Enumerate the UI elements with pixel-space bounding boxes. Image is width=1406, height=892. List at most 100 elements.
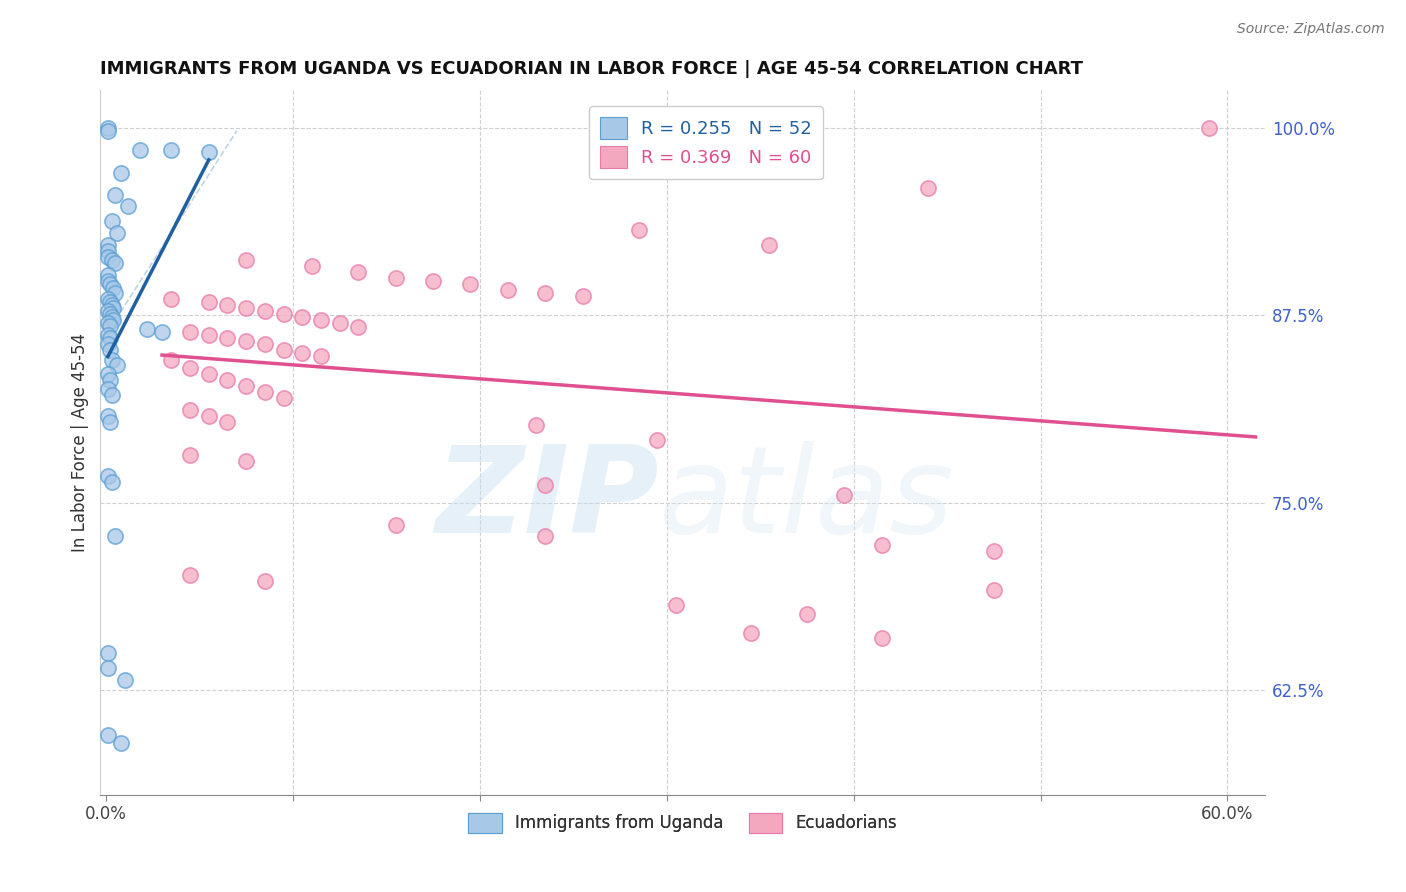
Point: [384, 518, 406, 533]
Point: [179, 360, 201, 375]
Point: [97, 327, 120, 342]
Point: [100, 213, 122, 227]
Point: [97, 382, 120, 396]
Point: [97, 292, 120, 306]
Point: [309, 349, 332, 363]
Point: [97, 316, 120, 330]
Point: [97, 409, 120, 423]
Point: [97, 660, 120, 674]
Point: [98, 343, 121, 357]
Point: [235, 252, 257, 267]
Legend: Immigrants from Uganda, Ecuadorians: Immigrants from Uganda, Ecuadorians: [461, 806, 904, 839]
Point: [329, 316, 352, 330]
Point: [637, 120, 659, 135]
Point: [524, 417, 547, 432]
Point: [291, 310, 314, 324]
Point: [917, 180, 939, 194]
Point: [104, 256, 127, 270]
Point: [870, 631, 893, 645]
Point: [832, 488, 855, 502]
Point: [235, 453, 257, 467]
Point: [235, 334, 257, 348]
Point: [97, 367, 120, 381]
Point: [100, 475, 122, 489]
Point: [197, 145, 219, 159]
Point: [217, 331, 239, 345]
Point: [347, 265, 370, 279]
Point: [98, 373, 121, 387]
Y-axis label: In Labor Force | Age 45-54: In Labor Force | Age 45-54: [72, 334, 89, 552]
Point: [160, 143, 183, 157]
Point: [1198, 120, 1220, 135]
Point: [100, 252, 122, 267]
Point: [114, 673, 136, 687]
Point: [105, 226, 128, 240]
Point: [301, 259, 323, 273]
Point: [870, 538, 893, 552]
Point: [197, 294, 219, 309]
Point: [637, 162, 659, 177]
Point: [347, 320, 370, 334]
Point: [665, 598, 688, 612]
Point: [983, 582, 1005, 597]
Point: [100, 298, 122, 312]
Point: [197, 367, 219, 381]
Point: [98, 294, 121, 309]
Point: [104, 528, 127, 542]
Text: IMMIGRANTS FROM UGANDA VS ECUADORIAN IN LABOR FORCE | AGE 45-54 CORRELATION CHAR: IMMIGRANTS FROM UGANDA VS ECUADORIAN IN …: [100, 60, 1084, 78]
Point: [179, 448, 201, 462]
Point: [150, 325, 173, 339]
Point: [235, 301, 257, 315]
Point: [740, 626, 762, 640]
Point: [647, 433, 669, 447]
Point: [97, 336, 120, 351]
Point: [97, 244, 120, 258]
Point: [983, 543, 1005, 558]
Point: [253, 574, 276, 588]
Point: [534, 528, 557, 542]
Point: [98, 331, 121, 345]
Point: [796, 607, 818, 621]
Text: ZIP: ZIP: [436, 441, 659, 558]
Point: [197, 327, 219, 342]
Point: [128, 143, 150, 157]
Point: [98, 307, 121, 321]
Point: [100, 387, 122, 401]
Point: [253, 303, 276, 318]
Point: [160, 353, 183, 368]
Point: [104, 285, 127, 300]
Point: [179, 402, 201, 417]
Point: [103, 281, 125, 295]
Point: [97, 274, 120, 288]
Point: [235, 378, 257, 392]
Point: [100, 310, 122, 324]
Point: [460, 277, 482, 291]
Point: [197, 409, 219, 423]
Point: [627, 223, 650, 237]
Point: [384, 270, 406, 285]
Point: [103, 312, 125, 326]
Point: [309, 312, 332, 326]
Point: [103, 301, 125, 315]
Point: [100, 353, 122, 368]
Point: [534, 477, 557, 491]
Point: [97, 268, 120, 282]
Point: [217, 373, 239, 387]
Text: Source: ZipAtlas.com: Source: ZipAtlas.com: [1237, 22, 1385, 37]
Point: [104, 188, 127, 202]
Point: [534, 285, 557, 300]
Point: [98, 318, 121, 333]
Point: [117, 199, 139, 213]
Point: [758, 237, 780, 252]
Point: [160, 292, 183, 306]
Point: [273, 307, 295, 321]
Point: [273, 343, 295, 357]
Text: atlas: atlas: [659, 441, 955, 558]
Point: [97, 303, 120, 318]
Point: [136, 321, 159, 335]
Point: [571, 289, 593, 303]
Point: [422, 274, 444, 288]
Point: [97, 468, 120, 483]
Point: [97, 124, 120, 138]
Point: [273, 391, 295, 405]
